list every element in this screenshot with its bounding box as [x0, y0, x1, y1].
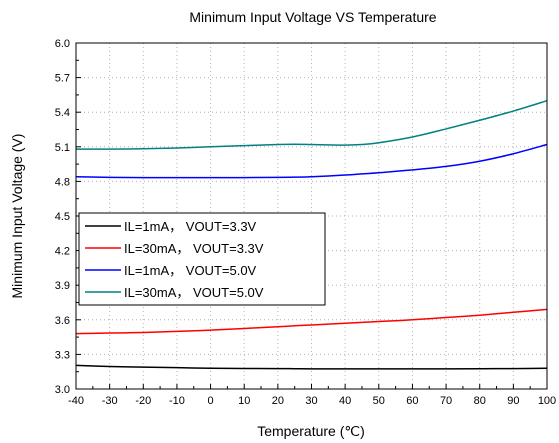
y-tick-label: 5.7: [55, 73, 70, 85]
chart-title: Minimum Input Voltage VS Temperature: [189, 9, 436, 25]
x-tick-label: 30: [305, 395, 317, 407]
y-axis-label: Minimum Input Voltage (V): [9, 134, 25, 299]
y-tick-label: 5.4: [55, 107, 70, 119]
x-tick-label: 0: [208, 395, 214, 407]
x-tick-label: -10: [169, 395, 185, 407]
series-line-1: [75, 364, 548, 370]
x-tick-label: 40: [339, 395, 351, 407]
legend-label: IL=30mA， VOUT=3.3V: [124, 241, 264, 256]
x-tick-label: 100: [538, 395, 556, 407]
x-tick-label: 90: [507, 395, 519, 407]
legend: IL=1mA， VOUT=3.3V IL=30mA， VOUT=3.3V IL=1m…: [78, 212, 326, 306]
legend-label: IL=1mA， VOUT=3.3V: [124, 219, 257, 234]
x-tick-label: 10: [238, 395, 250, 407]
y-tick-label: 4.8: [55, 176, 70, 188]
ticks-layer: -40 -30 -20 -10 0 10 20 30 40 50 60 70 80 90 100 3.0 3.3…: [55, 38, 556, 407]
series-line-2: [75, 308, 548, 335]
x-tick-label: -30: [102, 395, 118, 407]
x-tick-label: 60: [406, 395, 418, 407]
y-tick-label: 6.0: [55, 38, 70, 50]
x-tick-label: 70: [440, 395, 452, 407]
y-tick-label: 3.9: [55, 280, 70, 292]
y-tick-label: 3.6: [55, 315, 70, 327]
legend-box: [78, 212, 326, 306]
series-line-4: [75, 99, 548, 150]
x-tick-label: 50: [373, 395, 385, 407]
legend-label: IL=30mA， VOUT=5.0V: [124, 285, 264, 300]
x-tick-label: -20: [135, 395, 151, 407]
x-axis-label: Temperature (℃): [257, 423, 365, 439]
y-tick-label: 3.3: [55, 349, 70, 361]
y-tick-label: 4.2: [55, 246, 70, 258]
y-tick-label: 5.1: [55, 142, 70, 154]
series-line-3: [75, 143, 548, 179]
series-layer: [75, 99, 548, 370]
y-tick-label: 4.5: [55, 211, 70, 223]
legend-label: IL=1mA， VOUT=5.0V: [124, 263, 257, 278]
x-tick-label: -40: [68, 395, 84, 407]
x-tick-label: 20: [272, 395, 284, 407]
x-tick-label: 80: [474, 395, 486, 407]
y-tick-label: 3.0: [55, 384, 70, 396]
